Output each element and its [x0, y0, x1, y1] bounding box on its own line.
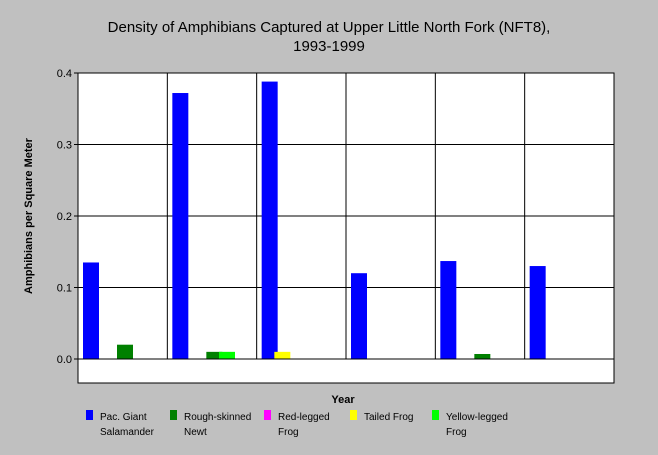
legend-label: Tailed Frog [364, 412, 413, 423]
y-tick-label: 0.3 [57, 140, 72, 152]
legend-label: Salamander [100, 427, 155, 438]
x-axis-label: Year [331, 394, 355, 406]
y-tick-label: 0.0 [57, 354, 72, 366]
legend-swatch [350, 410, 357, 420]
bar-series1-1995 [206, 351, 223, 359]
legend-label: Yellow-legged [446, 412, 508, 423]
legend-swatch [264, 410, 271, 420]
legend-label: Frog [446, 427, 467, 438]
bar-series0-1998 [440, 261, 457, 359]
legend-label: Rough-skinned [184, 412, 251, 423]
legend-label: Pac. Giant [100, 412, 147, 423]
bar-series0-1995 [172, 93, 189, 360]
bar-series4-1993 [219, 351, 235, 359]
bar-series1-1998 [474, 353, 491, 359]
legend-label: Frog [278, 427, 299, 438]
legend: Pac. Giant Salamander Rough-skinned Newt Red… [86, 410, 508, 438]
y-tick-label: 0.2 [57, 211, 72, 223]
chart-title-line1: Density of Amphibians Captured at Upper … [108, 19, 551, 36]
bar-series0-1996 [261, 81, 278, 359]
legend-swatch [170, 410, 177, 420]
bar-series0-1997 [351, 273, 367, 359]
legend-swatch [86, 410, 93, 420]
bar-series3-1995 [274, 351, 291, 359]
chart-title-line2: 1993-1999 [293, 38, 365, 55]
bar-series0-1993 [83, 262, 99, 359]
legend-label: Newt [184, 427, 207, 438]
legend-label: Red-legged [278, 412, 330, 423]
bar-series1-1993 [117, 344, 133, 359]
y-tick-label: 0.4 [57, 68, 72, 80]
y-axis-label: Amphibians per Square Meter [23, 137, 35, 294]
legend-swatch [432, 410, 439, 420]
bar-series0-1999 [529, 266, 546, 359]
x-axis-band [77, 358, 615, 384]
y-tick-label: 0.1 [57, 283, 72, 295]
